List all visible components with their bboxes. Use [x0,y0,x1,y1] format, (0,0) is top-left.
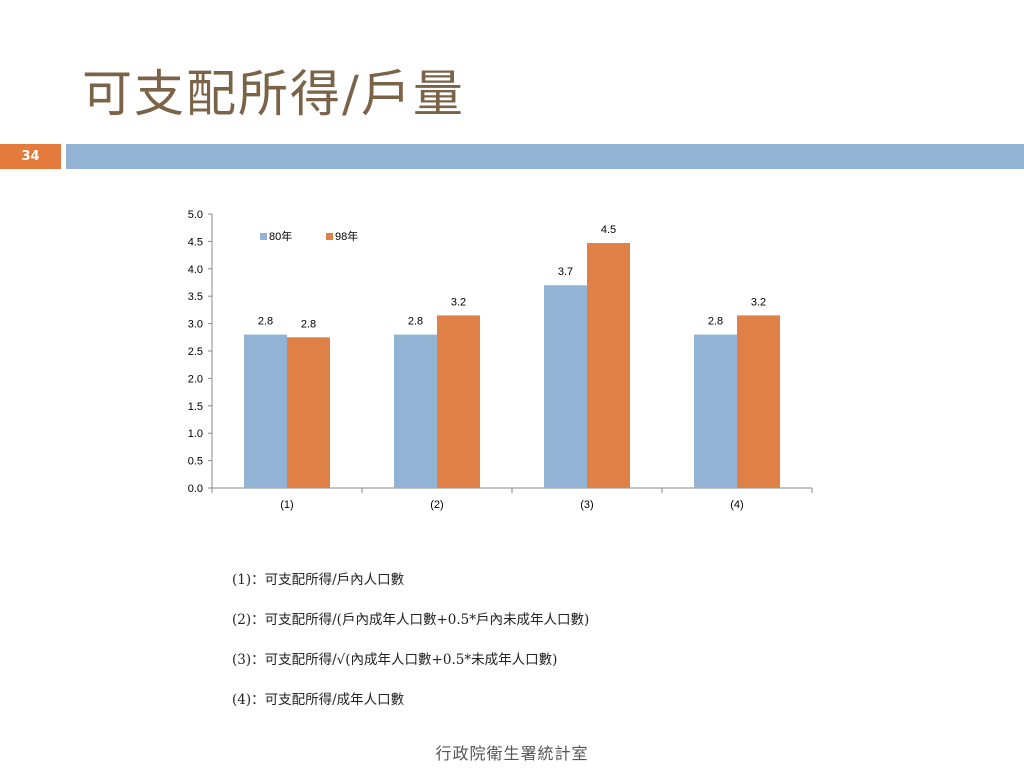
footer-org: 行政院衛生署統計室 [435,744,589,763]
slide-title: 可支配所得/戶量 [82,65,465,123]
data-label: 3.2 [751,296,766,308]
y-tick-label: 5.0 [188,209,203,221]
y-tick-label: 0.0 [188,483,203,495]
bar [394,334,437,488]
x-tick-label: (4) [730,499,743,511]
x-tick-label: (2) [430,499,443,511]
bar [694,334,737,488]
data-label: 2.8 [708,316,723,328]
y-tick-label: 4.5 [188,236,203,248]
x-tick-label: (3) [580,499,593,511]
y-tick-label: 0.5 [188,456,203,468]
data-label: 4.5 [601,224,616,236]
x-tick-label: (1) [280,499,293,511]
y-tick-label: 2.0 [188,373,203,385]
y-tick-label: 3.0 [188,319,203,331]
data-label: 3.7 [558,266,573,278]
notes-list: (1)：可支配所得/戶內人口數 (2)：可支配所得/(戶內成年人口數+0.5*戶… [232,568,589,728]
data-label: 2.8 [301,318,316,330]
note-3: (3)：可支配所得/√(內成年人口數+0.5*未成年人口數) [232,652,558,668]
data-label: 2.8 [408,316,423,328]
bar [437,315,480,488]
note-2: (2)：可支配所得/(戶內成年人口數+0.5*戶內未成年人口數) [232,612,590,628]
page-number-badge: 34 [0,144,61,169]
note-4: (4)：可支配所得/成年人口數 [232,692,405,708]
y-tick-label: 4.0 [188,264,203,276]
header-strip [66,144,1024,169]
bar [244,334,287,488]
y-tick-label: 1.0 [188,428,203,440]
bar [737,315,780,488]
bar [587,243,630,488]
bar [544,285,587,488]
data-label: 2.8 [258,316,273,328]
note-1: (1)：可支配所得/戶內人口數 [232,572,405,588]
legend-swatch [260,233,267,240]
data-label: 3.2 [451,296,466,308]
y-tick-label: 3.5 [188,291,203,303]
y-tick-label: 2.5 [188,346,203,358]
legend-entry: 98年 [335,229,358,243]
legend-entry: 80年 [269,229,292,243]
legend-swatch [326,233,333,240]
y-tick-label: 1.5 [188,401,203,413]
bar [287,337,330,488]
